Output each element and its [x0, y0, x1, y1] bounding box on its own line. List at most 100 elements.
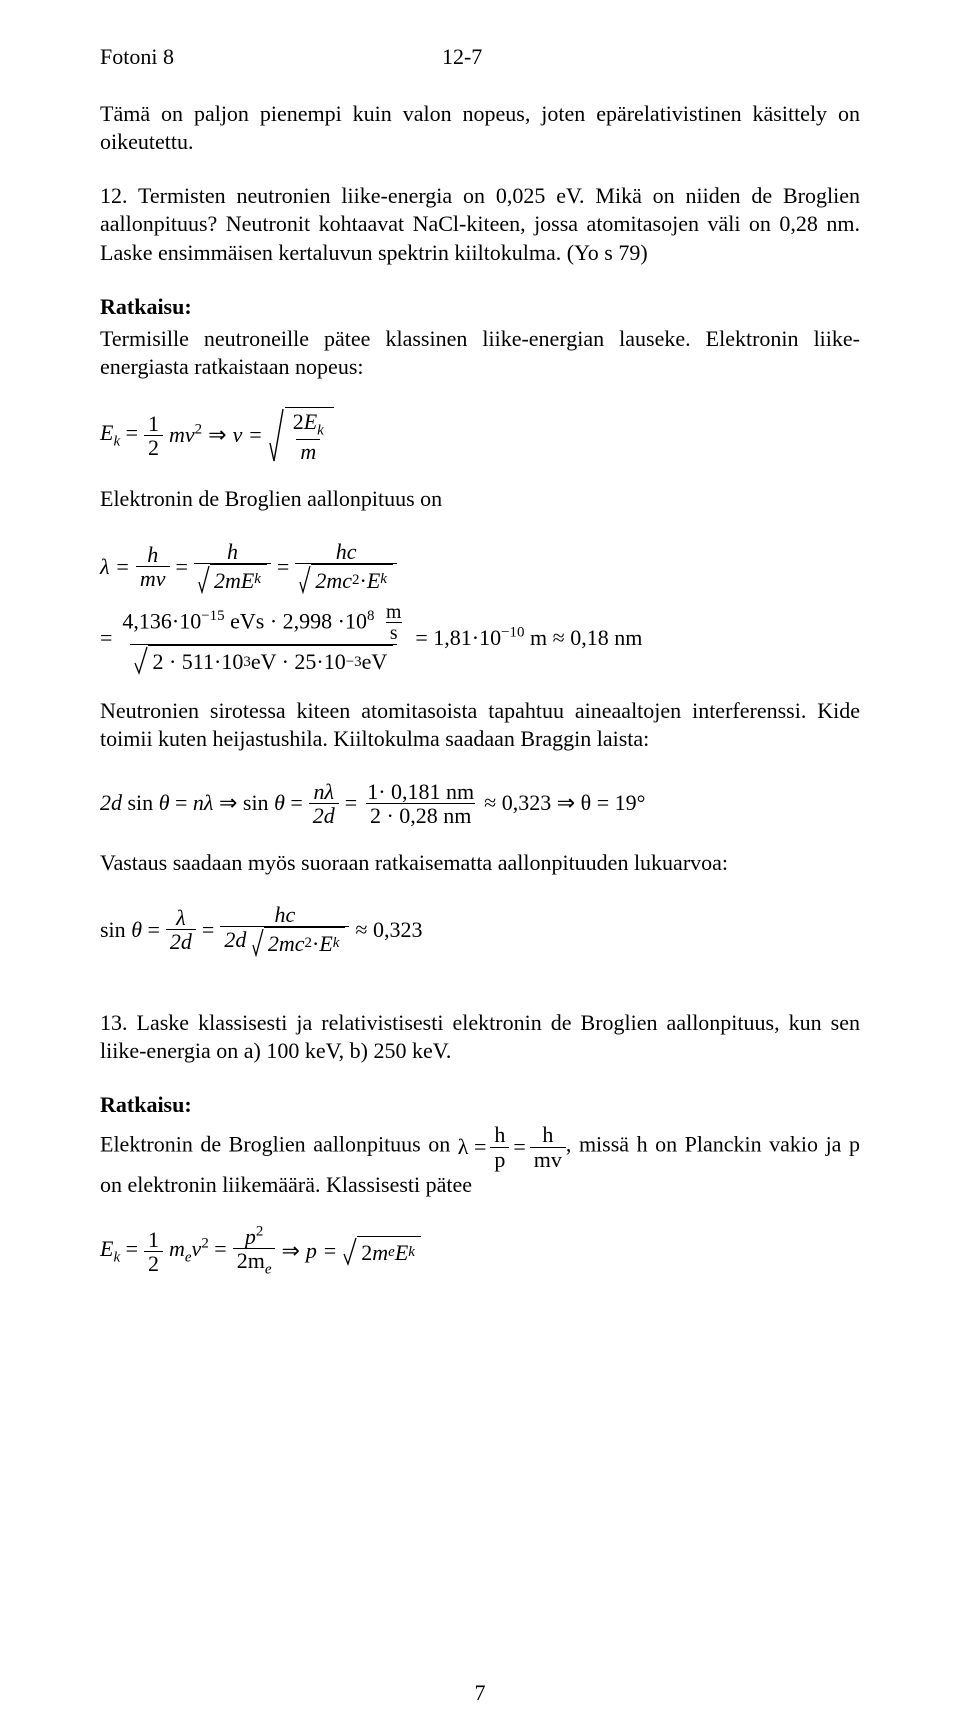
eq2-dot: ·	[359, 569, 366, 592]
eq2-8: 8	[367, 608, 374, 624]
eq4-hc: hc	[270, 903, 299, 926]
eq1-sup2: 2	[195, 422, 202, 438]
eq1-k: k	[113, 433, 120, 449]
eq4-2d2: 2d	[224, 927, 246, 952]
eq3-approx: ≈ 0,323 ⇒ θ = 19°	[484, 792, 645, 814]
eq6-hd: 2	[144, 1251, 163, 1275]
eq1-k2: k	[317, 423, 324, 439]
eq2-munit: m ≈ 0,18 nm	[525, 625, 643, 650]
eq2-k1: k	[254, 572, 261, 588]
page-header: Fotoni 8 12-7	[100, 44, 860, 70]
equation-bragg: 2d sin θ = nλ ⇒ sin θ = nλ 2d = 1· 0,181…	[100, 780, 860, 827]
eq5-lam: λ =	[458, 1133, 487, 1161]
eq6-E2: E	[395, 1242, 408, 1264]
eq2-h2: h	[223, 540, 242, 563]
ratkaisu-label-2: Ratkaisu:	[100, 1092, 192, 1117]
eq2-hc: hc	[332, 540, 361, 563]
eq2-ev2: eV	[362, 650, 388, 673]
equation-lambda-symbolic: λ = h mv = h 2mEk = hc	[100, 540, 860, 594]
ratkaisu-heading-2: Ratkaisu:	[100, 1091, 860, 1119]
header-left: Fotoni 8	[100, 44, 174, 70]
eq4-2d1: 2d	[170, 929, 192, 954]
eq6-m: m	[169, 1236, 185, 1261]
eq4-2mc2: 2mc	[268, 932, 305, 955]
eq1-E: E	[100, 420, 113, 445]
eq6-eq2: =	[209, 1236, 227, 1261]
eq6-hn: 1	[144, 1228, 163, 1251]
eq6-p: p	[245, 1224, 256, 1249]
paragraph-4: Elektronin de Broglien aallonpituus on	[100, 485, 860, 513]
eq4-approx: ≈ 0,323	[355, 919, 422, 941]
eq1-veq: v =	[233, 424, 263, 446]
equation-lambda-numeric: = 4,136·10−15 eVs · 2,998 ·108 m s 2 · 5…	[100, 602, 860, 676]
eq2-ms-m: m	[382, 602, 405, 623]
eq6-e1: e	[185, 1249, 192, 1265]
eq2-m10: −10	[501, 625, 524, 641]
sqrt-icon	[198, 564, 210, 594]
eq1-half-den: 2	[144, 435, 163, 459]
equation-classical: Ek = 1 2 mev2 = p2 2me ⇒ p = 2meEk	[100, 1225, 860, 1278]
ratkaisu-label: Ratkaisu:	[100, 294, 192, 319]
eq1-E2: E	[304, 409, 317, 434]
sqrt-icon	[343, 1236, 357, 1266]
equation-lambda-inline: λ = h p = h mv	[458, 1123, 566, 1170]
eq2-ms-s: s	[386, 622, 402, 644]
eq2-k2: k	[380, 572, 387, 588]
p8-h: h	[637, 1132, 648, 1157]
header-right: 12-7	[442, 44, 482, 70]
eq5-h2: h	[538, 1123, 557, 1146]
eq6-e2: e	[265, 1261, 272, 1277]
eq6-sup2b: 2	[256, 1223, 263, 1239]
eq5-p: p	[490, 1147, 509, 1171]
eq1-mv: mv	[169, 422, 195, 447]
problem-12: 12. Termisten neutronien liike-energia o…	[100, 182, 860, 266]
paragraph-intro: Tämä on paljon pienempi kuin valon nopeu…	[100, 100, 860, 156]
equation-sintheta-direct: sin θ = λ 2d = hc 2d 2mc2 · Ek ≈ 0,323	[100, 903, 860, 957]
eq5-h1: h	[490, 1123, 509, 1146]
eq3-den2: 2 · 0,28 nm	[366, 803, 475, 827]
eq2-eq1: =	[176, 556, 188, 578]
eq2-2mc2: 2mc	[315, 569, 352, 592]
paragraph-8: Elektronin de Broglien aallonpituus on λ…	[100, 1123, 860, 1198]
eq2-eq2: =	[277, 556, 289, 578]
eq2-lambda: λ =	[100, 556, 130, 578]
sqrt-icon	[134, 645, 148, 675]
eq3-nlam: nλ	[310, 780, 339, 803]
eq2-ev1: eV · 25·10	[251, 650, 346, 673]
eq5-eq: =	[513, 1133, 525, 1161]
eq2-result: = 1,81·10	[415, 625, 501, 650]
eq4-eq: =	[202, 919, 214, 941]
eq6-v: v	[192, 1236, 202, 1261]
ratkaisu-heading-1: Ratkaisu:	[100, 293, 860, 321]
eq6-e3: e	[388, 1245, 395, 1260]
eq6-arrow: ⇒	[281, 1240, 299, 1262]
sqrt-icon	[269, 407, 285, 463]
eq5-mv: mv	[530, 1147, 566, 1171]
eq6-k2: k	[408, 1245, 415, 1260]
p8-post: , missä	[566, 1132, 637, 1157]
eq4-Ek: E	[319, 932, 332, 955]
eq4-k: k	[333, 936, 340, 952]
page-number: 7	[0, 1680, 960, 1706]
eq2-m15: −15	[201, 608, 224, 624]
p8-mid: on Planckin vakio ja	[648, 1132, 849, 1157]
eq6-me: m	[372, 1242, 388, 1264]
paragraph-3: Termisille neutroneille pätee klassinen …	[100, 325, 860, 381]
eq1-two: 2	[293, 409, 304, 434]
eq6-eq1: =	[120, 1236, 138, 1261]
eq2-Ek: E	[367, 569, 380, 592]
p8-p: p	[849, 1132, 860, 1157]
paragraph-6: Vastaus saadaan myös suoraan ratkaisemat…	[100, 849, 860, 877]
eq2-denleft: 2 · 511·10	[152, 650, 243, 673]
eq6-2m: 2m	[237, 1248, 265, 1273]
eq6-E: E	[100, 1236, 113, 1261]
eq3-num2: 1· 0,181 nm	[363, 780, 478, 803]
eq1-m: m	[296, 439, 320, 463]
eq2-2mEk: 2mE	[214, 569, 254, 592]
eq2-evs: eVs · 2,998 ·10	[225, 608, 367, 633]
sqrt-icon	[299, 564, 311, 594]
problem-13: 13. Laske klassisesti ja relativistisest…	[100, 1009, 860, 1065]
p8-end: on elektronin liikemäärä. Klassisesti pä…	[100, 1172, 472, 1197]
eq4-lam: λ	[172, 906, 190, 929]
eq2-mv: mv	[136, 566, 170, 590]
